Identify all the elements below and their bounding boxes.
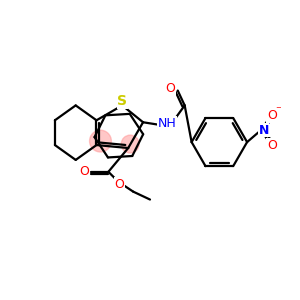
Text: O: O — [114, 178, 124, 191]
Text: NH: NH — [158, 117, 176, 130]
Text: O: O — [267, 139, 277, 152]
Text: $^{+}$: $^{+}$ — [266, 119, 273, 129]
Text: O: O — [165, 82, 175, 95]
Text: S: S — [117, 94, 127, 109]
Text: O: O — [80, 165, 89, 178]
Circle shape — [121, 135, 139, 153]
Circle shape — [90, 130, 111, 152]
Text: $^{-}$: $^{-}$ — [275, 105, 282, 116]
Text: O: O — [267, 109, 277, 122]
Text: N: N — [259, 124, 269, 137]
